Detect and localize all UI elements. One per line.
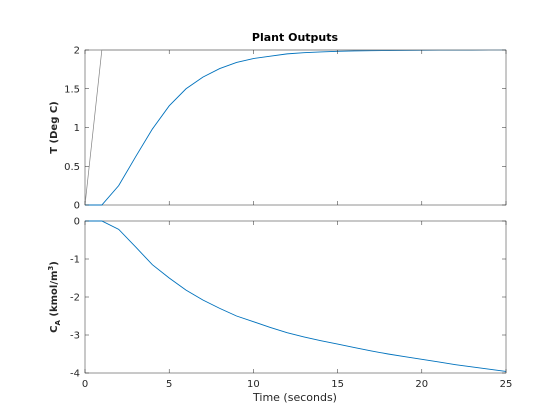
bottom-x-axis-label: Time (seconds) — [252, 391, 337, 404]
ylabel-subscript: A — [54, 320, 62, 326]
ylabel-main: C — [49, 326, 60, 333]
bottom-axes-box — [84, 220, 507, 374]
top-series-group — [84, 49, 507, 206]
bottom-y-tick-label-0: -4 — [70, 369, 80, 380]
bottom-series-group — [85, 220, 507, 372]
ylabel-close-paren: ) — [49, 261, 60, 266]
top-y-axis-label: T (Deg C) — [49, 101, 60, 154]
chart-title: Plant Outputs — [252, 31, 339, 44]
bottom-series-line-0 — [85, 220, 507, 372]
top-y-tick-label-4: 2 — [74, 46, 80, 57]
bottom-axes: 0 5 10 15 20 25 -4 -3 -2 -1 0 Time (seconds) CA (k… — [47, 217, 512, 405]
top-ticks-group: 0 0.5 1 1.5 2 — [64, 46, 507, 212]
bottom-x-tick-label-0: 0 — [82, 379, 88, 390]
bottom-y-tick-label-2: -2 — [70, 293, 80, 304]
top-axes-box — [84, 49, 507, 206]
top-y-tick-label-3: 1.5 — [64, 84, 80, 95]
bottom-y-axis-label: CA (kmol/m3) — [47, 261, 62, 333]
bottom-y-tick-label-1: -3 — [70, 331, 80, 342]
bottom-y-tick-label-4: 0 — [74, 217, 80, 228]
bottom-x-tick-label-1: 5 — [166, 379, 172, 390]
bottom-x-tick-label-2: 10 — [247, 379, 260, 390]
top-axes: 0 0.5 1 1.5 2 Plant Outputs T (Deg C) — [49, 31, 507, 212]
bottom-x-tick-label-4: 20 — [415, 379, 428, 390]
ylabel-superscript: 3 — [47, 266, 55, 271]
top-y-tick-label-0: 0 — [74, 201, 80, 212]
ylabel-units: (kmol/m — [49, 271, 60, 321]
bottom-x-tick-label-5: 25 — [500, 379, 513, 390]
top-y-tick-label-2: 1 — [74, 123, 80, 134]
top-series-line-1 — [84, 49, 506, 206]
top-y-tick-label-1: 0.5 — [64, 162, 80, 173]
bottom-x-tick-label-3: 15 — [331, 379, 344, 390]
bottom-y-tick-label-3: -1 — [70, 255, 80, 266]
bottom-ticks-group: 0 5 10 15 20 25 -4 -3 -2 -1 0 — [70, 217, 512, 391]
